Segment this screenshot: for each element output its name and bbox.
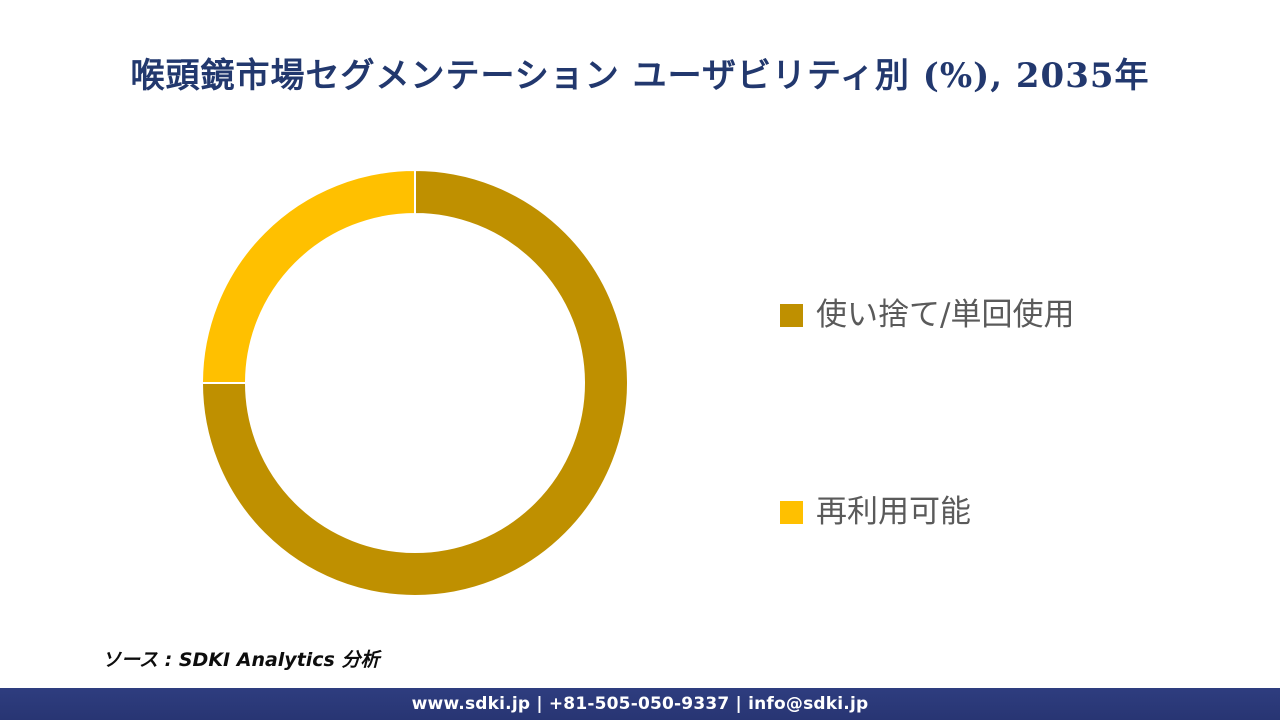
legend-label-reusable: 再利用可能 bbox=[816, 494, 971, 530]
legend-item-disposable: 使い捨て/単回使用 bbox=[780, 297, 1074, 334]
chart-title: 喉頭鏡市場セグメンテーション ユーザビリティ別 (%), 2035年 bbox=[130, 56, 1150, 96]
footer-contact-text: www.sdki.jp | +81-505-050-9337 | info@sd… bbox=[411, 694, 869, 714]
source-note: ソース : SDKI Analytics 分析 bbox=[102, 649, 380, 671]
legend-item-reusable: 再利用可能 bbox=[780, 494, 971, 531]
footer-bar: www.sdki.jp | +81-505-050-9337 | info@sd… bbox=[0, 688, 1280, 720]
legend-label-disposable: 使い捨て/単回使用 bbox=[816, 297, 1075, 333]
donut-slice-1 bbox=[200, 168, 416, 384]
legend-swatch-disposable bbox=[780, 304, 803, 328]
donut-slice-0 bbox=[200, 168, 629, 597]
donut-chart bbox=[200, 168, 629, 597]
legend-swatch-reusable bbox=[780, 501, 803, 525]
